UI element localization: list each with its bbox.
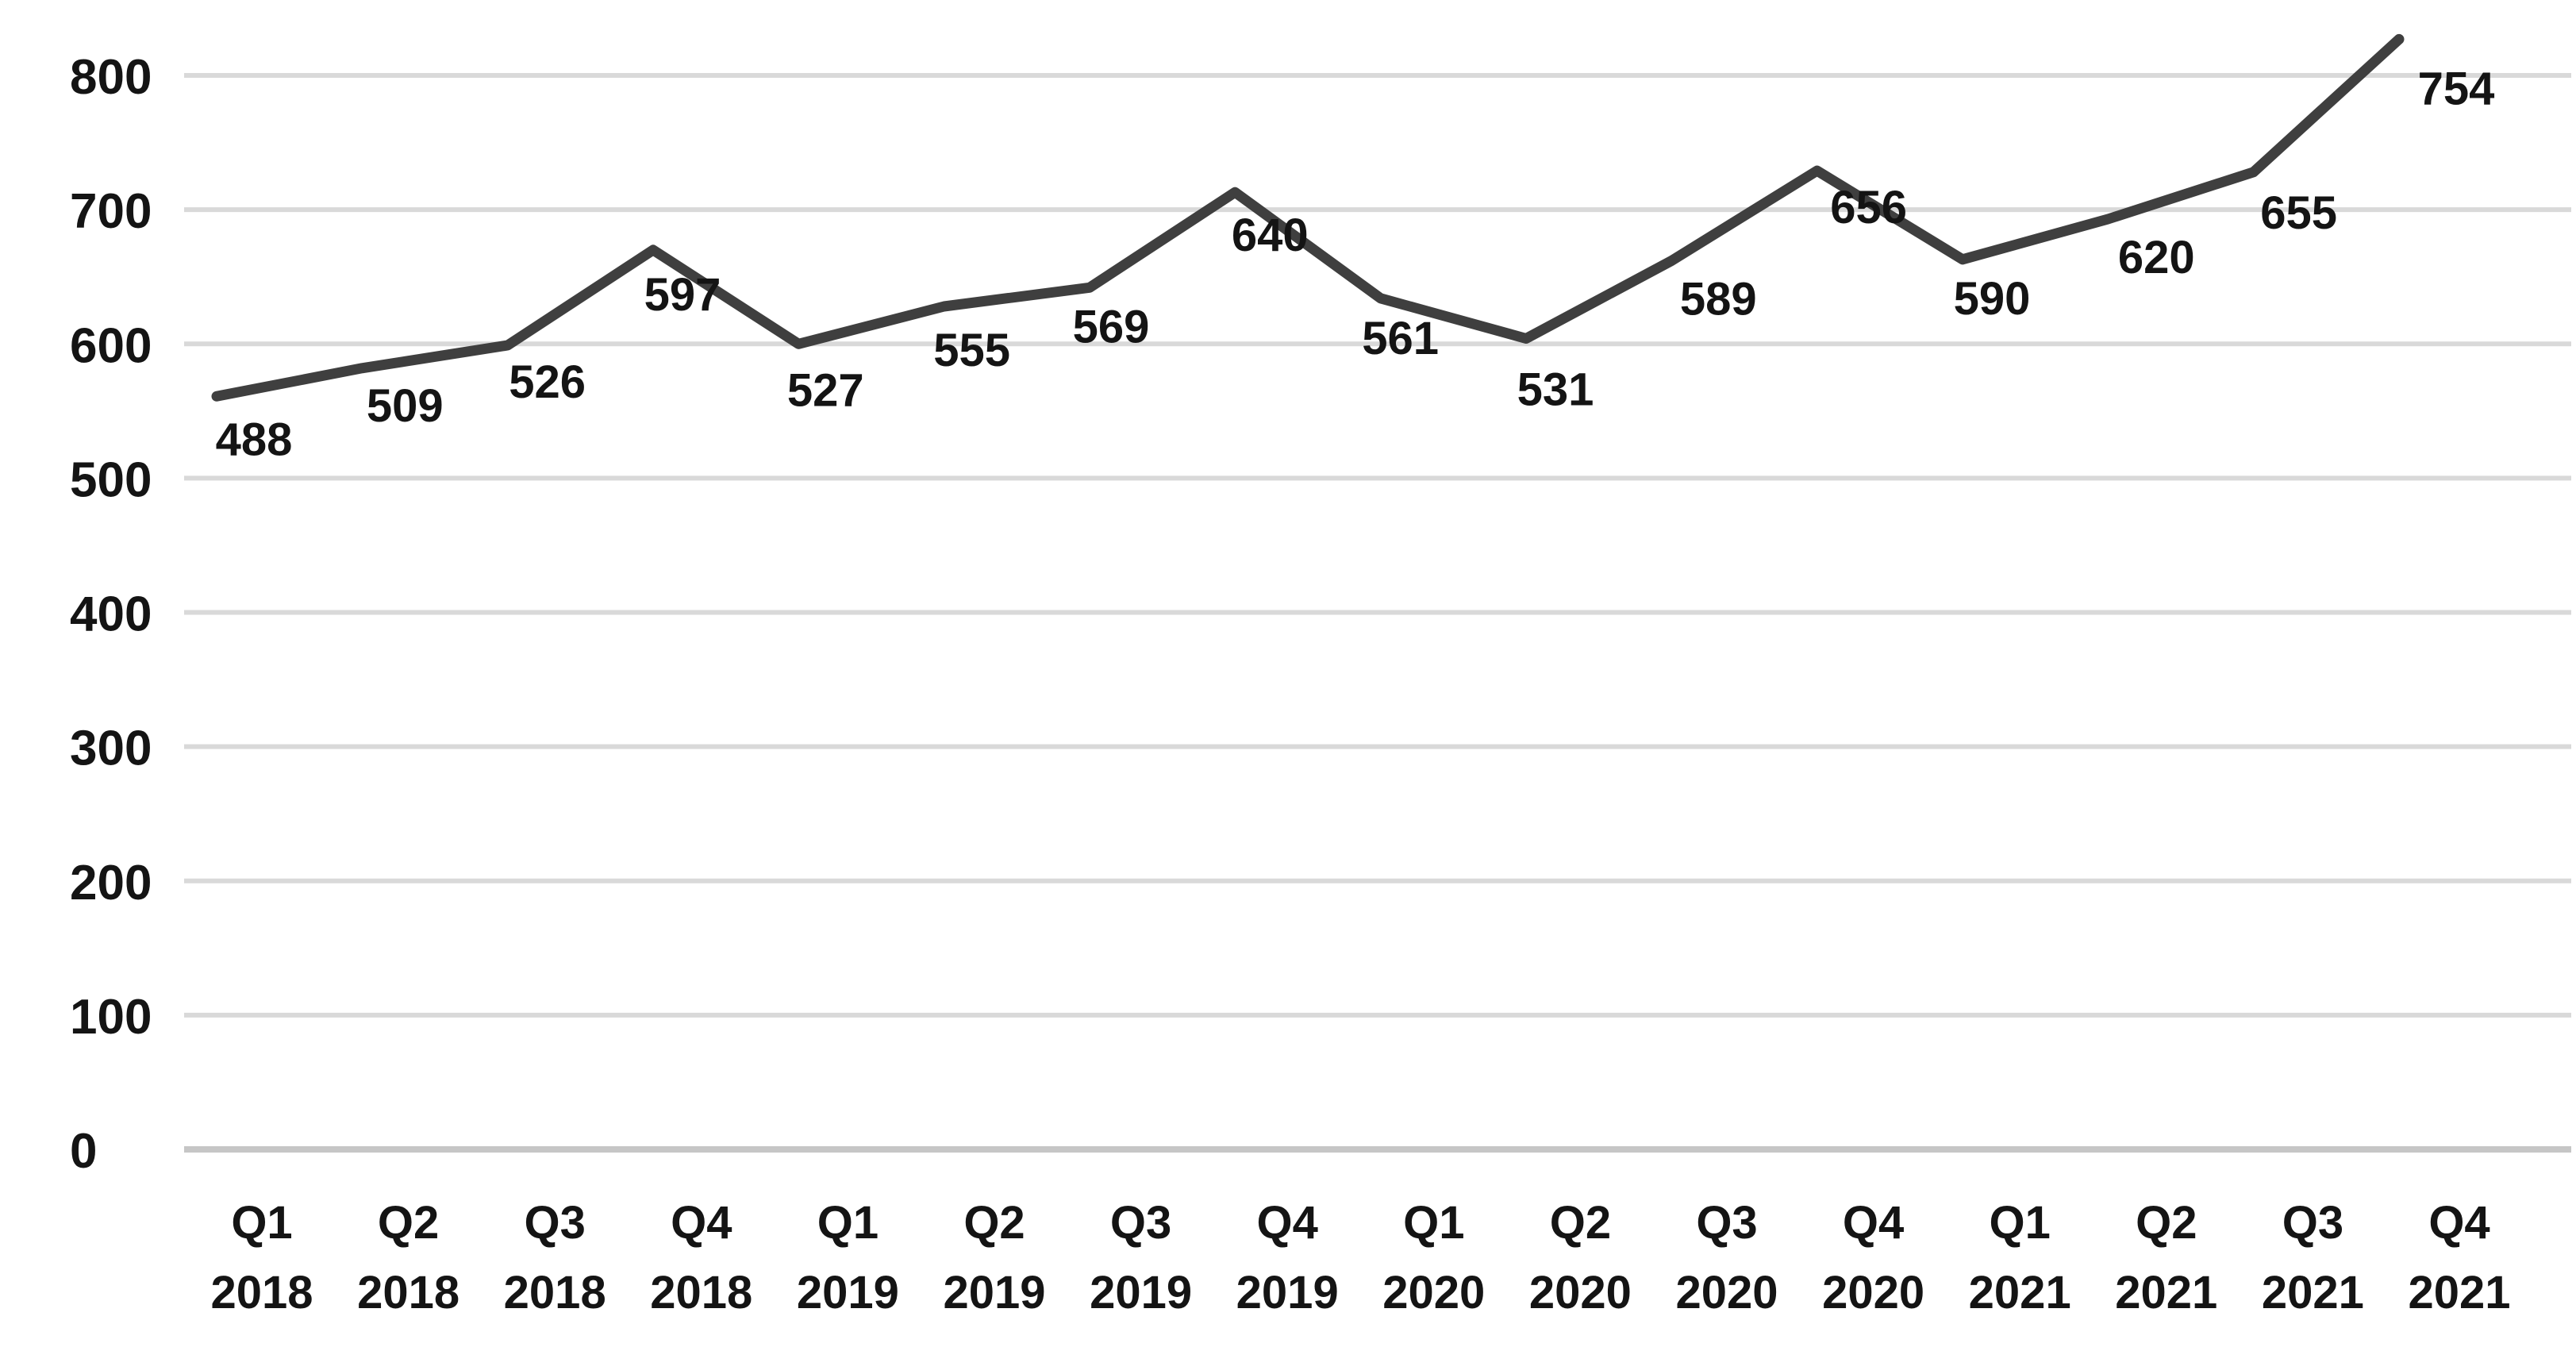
x-tick-year: 2019 [943,1267,1045,1318]
data-label: 526 [509,356,586,408]
x-tick-label: Q1 2019 [797,1197,899,1318]
data-label: 589 [1680,274,1757,325]
x-tick-label: Q4 2018 [650,1197,752,1318]
x-tick-year: 2020 [1529,1267,1632,1318]
x-tick-quarter: Q3 [2282,1197,2343,1249]
x-tick-quarter: Q4 [1843,1197,1904,1249]
x-tick-quarter: Q4 [671,1197,732,1249]
x-tick-quarter: Q4 [2428,1197,2489,1249]
x-tick-label: Q3 2019 [1090,1197,1192,1318]
x-tick-quarter: Q2 [1550,1197,1611,1249]
y-tick-label: 500 [70,452,152,507]
data-label: 640 [1232,210,1309,261]
x-tick-year: 2021 [2115,1267,2217,1318]
x-tick-year: 2019 [797,1267,899,1318]
data-label: 656 [1830,182,1907,233]
x-tick-label: Q1 2021 [1969,1197,2071,1318]
data-label: 561 [1362,313,1439,364]
x-tick-year: 2019 [1090,1267,1192,1318]
y-tick-label: 100 [70,990,152,1045]
x-tick-label: Q4 2020 [1822,1197,1924,1318]
x-tick-year: 2018 [357,1267,459,1318]
x-tick-quarter: Q1 [1990,1197,2051,1249]
data-label: 754 [2418,63,2495,114]
x-tick-year: 2018 [504,1267,606,1318]
data-label: 597 [644,269,721,321]
x-tick-year: 2018 [210,1267,313,1318]
x-tick-quarter: Q2 [963,1197,1025,1249]
x-tick-quarter: Q1 [817,1197,879,1249]
x-tick-quarter: Q3 [1696,1197,1757,1249]
y-tick-label: 200 [70,856,152,910]
x-tick-label: Q4 2021 [2408,1197,2510,1318]
x-tick-quarter: Q3 [525,1197,586,1249]
x-tick-quarter: Q1 [1403,1197,1464,1249]
x-tick-year: 2020 [1675,1267,1778,1318]
x-tick-year: 2019 [1236,1267,1339,1318]
series-line [211,33,2405,402]
x-tick-year: 2020 [1382,1267,1485,1318]
data-label: 590 [1954,273,2031,325]
x-tick-label: Q4 2019 [1236,1197,1339,1318]
x-tick-label: Q2 2018 [357,1197,459,1318]
x-tick-label: Q3 2021 [2262,1197,2364,1318]
data-label: 655 [2260,187,2337,239]
x-tick-label: Q2 2020 [1529,1197,1632,1318]
y-tick-label: 0 [70,1124,97,1179]
x-tick-label: Q3 2018 [504,1197,606,1318]
data-label: 531 [1517,364,1594,416]
x-tick-quarter: Q3 [1110,1197,1171,1249]
x-tick-label: Q2 2019 [943,1197,1045,1318]
data-label: 527 [787,364,864,416]
x-tick-quarter: Q1 [231,1197,292,1249]
y-tick-label: 800 [70,50,152,105]
x-tick-quarter: Q4 [1257,1197,1318,1249]
data-label: 569 [1073,301,1150,352]
x-tick-label: Q3 2020 [1675,1197,1778,1318]
data-label: 555 [933,325,1010,376]
x-tick-quarter: Q2 [378,1197,439,1249]
y-tick-label: 300 [70,722,152,776]
x-tick-label: Q2 2021 [2115,1197,2217,1318]
x-tick-quarter: Q2 [2136,1197,2197,1249]
data-label: 488 [216,414,293,465]
x-tick-year: 2018 [650,1267,752,1318]
y-tick-label: 400 [70,587,152,642]
data-label: 620 [2118,232,2195,283]
x-tick-label: Q1 2018 [210,1197,313,1318]
y-tick-label: 700 [70,184,152,239]
x-tick-year: 2021 [1969,1267,2071,1318]
x-tick-year: 2021 [2262,1267,2364,1318]
x-tick-year: 2020 [1822,1267,1924,1318]
x-tick-label: Q1 2020 [1382,1197,1485,1318]
data-label: 509 [367,380,444,432]
x-tick-year: 2021 [2408,1267,2510,1318]
y-tick-label: 600 [70,318,152,373]
